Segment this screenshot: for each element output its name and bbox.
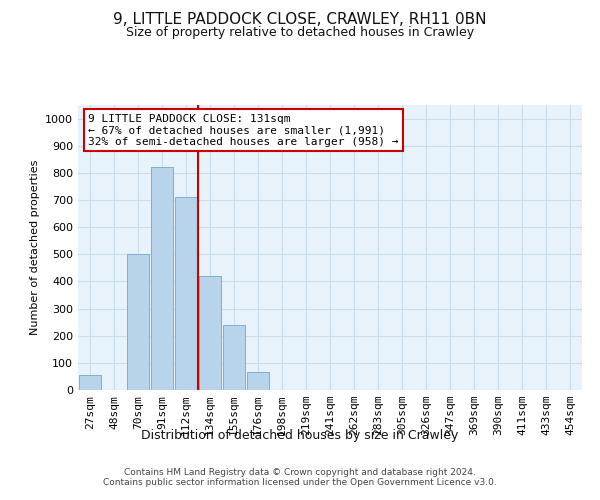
Text: 9, LITTLE PADDOCK CLOSE, CRAWLEY, RH11 0BN: 9, LITTLE PADDOCK CLOSE, CRAWLEY, RH11 0… — [113, 12, 487, 28]
Y-axis label: Number of detached properties: Number of detached properties — [29, 160, 40, 335]
Bar — [247, 372, 269, 390]
Bar — [127, 254, 149, 390]
Bar — [79, 375, 101, 390]
Text: Size of property relative to detached houses in Crawley: Size of property relative to detached ho… — [126, 26, 474, 39]
Text: Contains HM Land Registry data © Crown copyright and database right 2024.
Contai: Contains HM Land Registry data © Crown c… — [103, 468, 497, 487]
Bar — [151, 168, 173, 390]
Text: 9 LITTLE PADDOCK CLOSE: 131sqm
← 67% of detached houses are smaller (1,991)
32% : 9 LITTLE PADDOCK CLOSE: 131sqm ← 67% of … — [88, 114, 398, 147]
Bar — [199, 276, 221, 390]
Bar — [223, 325, 245, 390]
Bar — [175, 198, 197, 390]
Text: Distribution of detached houses by size in Crawley: Distribution of detached houses by size … — [142, 428, 458, 442]
